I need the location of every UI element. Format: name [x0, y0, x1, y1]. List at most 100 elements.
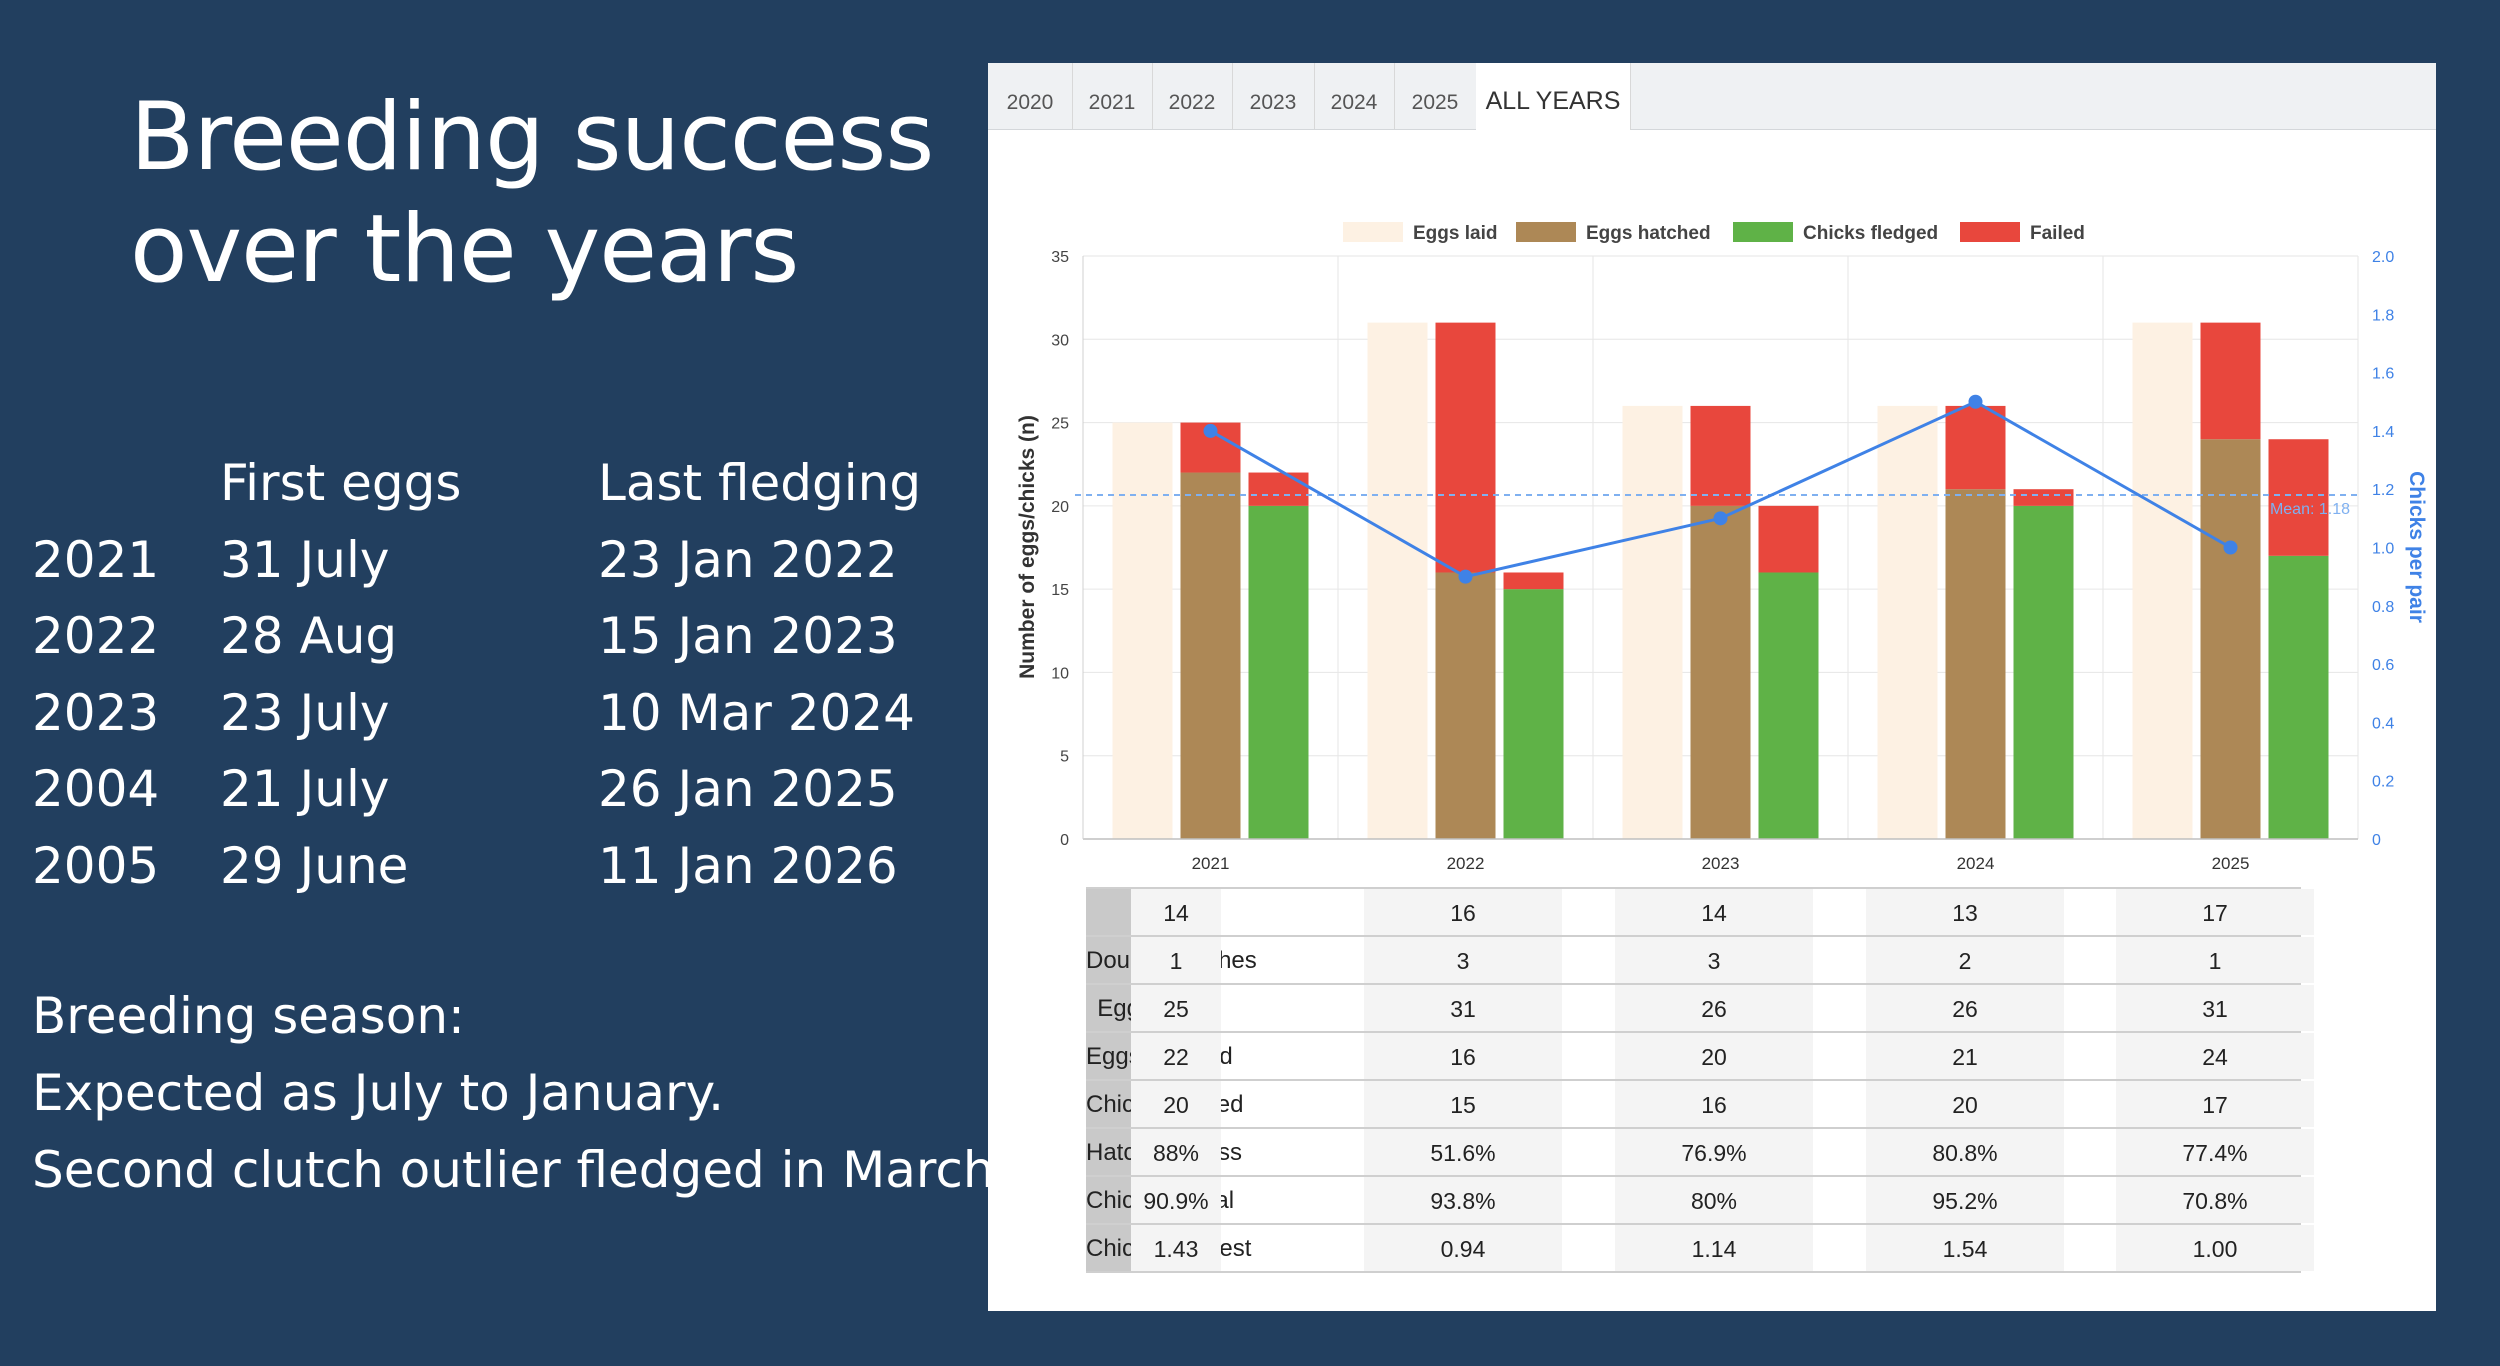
- bar-eggs-laid: [1112, 422, 1173, 839]
- tab-2024[interactable]: 2024: [1314, 63, 1395, 129]
- bar-failed-chicks: [1758, 505, 1819, 573]
- stats-cell: 3: [1364, 937, 1562, 983]
- stats-cell: 51.6%: [1364, 1129, 1562, 1175]
- y2-tick-label: 1.0: [2372, 541, 2394, 558]
- legend-swatch: [1960, 222, 2020, 242]
- y2-tick-label: 0.6: [2372, 657, 2394, 674]
- season-last-fledging: 11 Jan 2026: [598, 836, 898, 895]
- legend-swatch: [1343, 222, 1403, 242]
- stats-cell: 70.8%: [2116, 1177, 2314, 1223]
- y-tick-label: 20: [1051, 499, 1069, 516]
- stats-cell: 25: [1131, 985, 1221, 1031]
- bar-chicks-fledged: [2013, 505, 2074, 839]
- x-tick-label: 2022: [1447, 854, 1485, 873]
- stats-divider: [1086, 1175, 2301, 1177]
- title-line-1: Breeding success: [130, 83, 934, 192]
- stats-cell: 17: [2116, 889, 2314, 935]
- stats-cell: 26: [1615, 985, 1813, 1031]
- bar-eggs-hatched: [2200, 439, 2261, 839]
- y2-tick-label: 1.2: [2372, 482, 2394, 499]
- stats-cell: 16: [1364, 889, 1562, 935]
- title-line-2: over the years: [130, 195, 799, 304]
- season-first-eggs: 23 July: [220, 683, 390, 742]
- first-eggs-header: First eggs: [220, 454, 462, 512]
- stats-cell: 76.9%: [1615, 1129, 1813, 1175]
- stats-cell: 1.54: [1866, 1225, 2064, 1271]
- season-last-fledging: 10 Mar 2024: [598, 683, 915, 742]
- stats-cell: 95.2%: [1866, 1177, 2064, 1223]
- stats-cell: 13: [1866, 889, 2064, 935]
- season-row: 2022 28 Aug 15 Jan 2023: [32, 598, 958, 675]
- bar-failed-eggs: [1690, 405, 1751, 506]
- x-tick-label: 2021: [1192, 854, 1230, 873]
- stats-divider: [1086, 1127, 2301, 1129]
- y-tick-label: 10: [1051, 665, 1069, 682]
- chicks-per-pair-line: [1203, 394, 2238, 584]
- tab-all-years[interactable]: ALL YEARS: [1476, 63, 1631, 130]
- stats-cell: 14: [1131, 889, 1221, 935]
- note-line: Expected as July to January.: [32, 1064, 724, 1122]
- x-tick-label: 2025: [2212, 854, 2250, 873]
- stats-cell: 31: [1364, 985, 1562, 1031]
- y-tick-label: 35: [1051, 249, 1069, 266]
- bar-failed-chicks: [2013, 489, 2074, 506]
- stats-cell: 0.94: [1364, 1225, 1562, 1271]
- bar-failed-chicks: [1248, 472, 1309, 506]
- stats-divider: [1086, 1079, 2301, 1081]
- season-last-fledging: 26 Jan 2025: [598, 760, 898, 818]
- stats-cell: 31: [2116, 985, 2314, 1031]
- stats-cell: 24: [2116, 1033, 2314, 1079]
- y-tick-label: 5: [1060, 749, 1069, 766]
- bar-failed-eggs: [2200, 322, 2261, 440]
- chart-legend: Eggs laid Eggs hatched Chicks fledged Faile…: [1343, 222, 2085, 244]
- stats-cell: 90.9%: [1131, 1177, 1221, 1223]
- bar-eggs-laid: [1622, 405, 1683, 839]
- season-year: 2023: [32, 683, 160, 742]
- chart-axes: 0510152025303500.20.40.60.81.01.21.41.61…: [1016, 249, 2428, 916]
- stats-cell: 1.14: [1615, 1225, 1813, 1271]
- stats-cell: 15: [1364, 1081, 1562, 1127]
- stats-cell: 16: [1615, 1081, 1813, 1127]
- tab-2020[interactable]: 2020: [988, 63, 1073, 129]
- legend-swatch: [1516, 222, 1576, 242]
- stats-cell: 1.43: [1131, 1225, 1221, 1271]
- y-tick-label: 15: [1051, 582, 1069, 599]
- stats-cell: 1.00: [2116, 1225, 2314, 1271]
- y2-tick-label: 2.0: [2372, 249, 2394, 266]
- stats-cell: 17: [2116, 1081, 2314, 1127]
- bar-failed-eggs: [1945, 405, 2006, 490]
- y2-axis-title: Chicks per pair: [2405, 471, 2428, 623]
- bar-eggs-hatched: [1435, 572, 1496, 839]
- tab-2021[interactable]: 2021: [1072, 63, 1153, 129]
- season-row: 2004 21 July 26 Jan 2025: [32, 751, 958, 828]
- bar-eggs-laid: [2132, 322, 2193, 840]
- stats-divider: [1086, 887, 2301, 889]
- season-first-eggs: 29 June: [220, 836, 409, 895]
- stats-cell: 1: [1131, 937, 1221, 983]
- bar-eggs-hatched: [1690, 505, 1751, 839]
- breeding-notes: Breeding season: Expected as July to Jan…: [32, 978, 995, 1209]
- tab-2023[interactable]: 2023: [1232, 63, 1315, 129]
- season-last-fledging: 23 Jan 2022: [598, 530, 898, 589]
- chicks-per-pair-point: [1713, 511, 1728, 526]
- tab-2022[interactable]: 2022: [1152, 63, 1233, 129]
- chart-panel: 2020 2021 2022 2023 2024 2025 ALL YEARS …: [988, 63, 2436, 1311]
- y2-tick-label: 1.8: [2372, 307, 2394, 324]
- bar-eggs-laid: [1877, 405, 1938, 839]
- y2-tick-label: 0.2: [2372, 774, 2394, 791]
- stats-cell: 20: [1131, 1081, 1221, 1127]
- stats-cell: 20: [1866, 1081, 2064, 1127]
- legend-label: Eggs laid: [1413, 223, 1497, 244]
- x-tick-label: 2024: [1957, 854, 1995, 873]
- season-row: 2021 31 July 23 Jan 2022: [32, 522, 958, 599]
- mean-label: Mean: 1.18: [2270, 501, 2350, 518]
- season-first-eggs: 28 Aug: [220, 607, 398, 665]
- chicks-per-pair-point: [1203, 423, 1218, 438]
- bar-chicks-fledged: [1503, 589, 1564, 839]
- y2-tick-label: 0: [2372, 832, 2381, 849]
- bar-eggs-laid: [1367, 322, 1428, 840]
- stats-cell: 88%: [1131, 1129, 1221, 1175]
- year-tab-bar: 2020 2021 2022 2023 2024 2025 ALL YEARS: [988, 63, 2436, 130]
- legend-label: Failed: [2030, 223, 2085, 244]
- season-first-eggs: 31 July: [220, 530, 390, 589]
